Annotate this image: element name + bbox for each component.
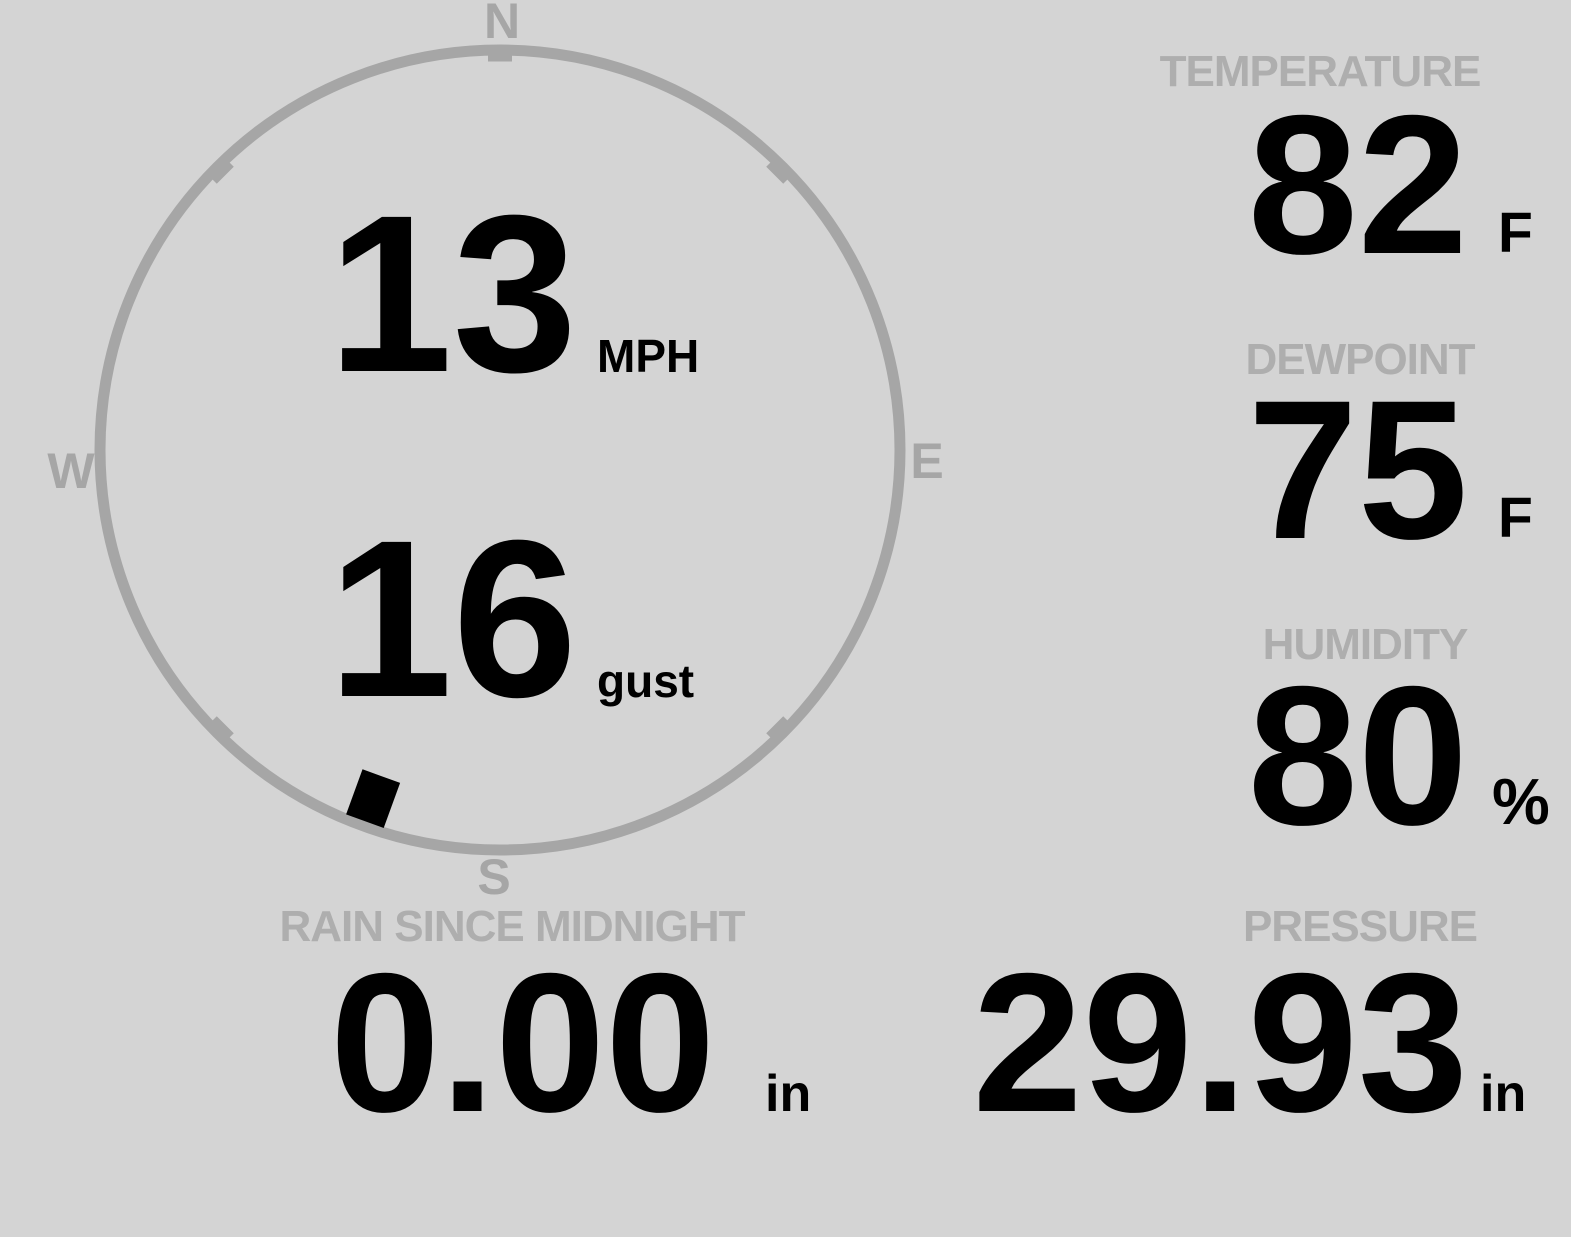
wind-speed-value: 13 [328, 169, 578, 419]
cardinal-label-west: W [47, 443, 95, 499]
wind-direction-marker [346, 769, 401, 829]
wind-gust-unit: gust [597, 655, 695, 707]
rain-since-midnight-value: 0.00 [330, 932, 716, 1153]
pressure-value: 29.93 [972, 932, 1468, 1153]
cardinal-label-south: S [477, 849, 511, 905]
pressure-unit: in [1480, 1065, 1527, 1123]
humidity-unit: % [1492, 765, 1550, 838]
compass-ticks [209, 50, 791, 741]
humidity-label: HUMIDITY [1262, 620, 1469, 669]
pressure-label: PRESSURE [1242, 902, 1478, 951]
dewpoint-label: DEWPOINT [1245, 335, 1475, 384]
compass-dial [94, 44, 906, 856]
temperature-label: TEMPERATURE [1159, 47, 1482, 96]
humidity-value: 80 [1247, 645, 1468, 866]
wind-gust-value: 16 [328, 494, 578, 744]
rain-since-midnight-label: RAIN SINCE MIDNIGHT [279, 902, 746, 951]
temperature-value: 82 [1247, 74, 1468, 295]
cardinal-label-north: N [483, 0, 521, 49]
wind-speed-unit: MPH [597, 330, 700, 382]
temperature-unit: F [1498, 201, 1533, 265]
dewpoint-unit: F [1498, 486, 1533, 550]
dewpoint-value: 75 [1247, 359, 1468, 580]
cardinal-label-east: E [910, 433, 944, 489]
rain-since-midnight-unit: in [765, 1065, 812, 1123]
compass-circle [94, 44, 906, 856]
